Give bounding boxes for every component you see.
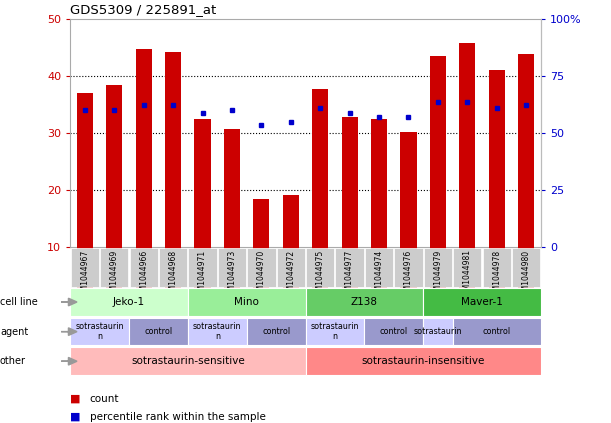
Text: agent: agent [0,327,28,337]
Bar [453,318,541,346]
Text: sotrastaurin-insensitive: sotrastaurin-insensitive [362,356,485,366]
Text: cell line: cell line [0,297,38,307]
FancyBboxPatch shape [394,248,423,287]
Text: GSM1044981: GSM1044981 [463,250,472,300]
Text: GSM1044966: GSM1044966 [139,250,148,301]
Text: sotrastaurin
n: sotrastaurin n [310,322,359,341]
Text: other: other [0,356,26,366]
Text: count: count [90,394,119,404]
FancyBboxPatch shape [130,248,158,287]
Bar [312,89,328,305]
Text: Jeko-1: Jeko-1 [113,297,145,307]
Bar [342,117,357,305]
Bar [400,132,417,305]
FancyBboxPatch shape [100,248,128,287]
FancyBboxPatch shape [453,248,481,287]
Bar [489,71,505,305]
Text: GSM1044979: GSM1044979 [433,250,442,301]
FancyBboxPatch shape [247,248,276,287]
FancyBboxPatch shape [71,248,99,287]
Text: sotrastaurin: sotrastaurin [414,327,462,336]
Bar [129,318,188,346]
Bar [371,119,387,305]
Text: GSM1044973: GSM1044973 [227,250,236,301]
Bar [518,55,534,305]
Text: GSM1044967: GSM1044967 [81,250,89,301]
Bar [423,288,541,316]
Text: Z138: Z138 [351,297,378,307]
Text: GSM1044976: GSM1044976 [404,250,413,301]
Bar [423,318,453,346]
Bar [106,85,122,305]
Bar [306,288,423,316]
Bar [165,52,181,305]
Text: control: control [483,327,511,336]
Bar [430,56,446,305]
Text: sotrastaurin
n: sotrastaurin n [75,322,124,341]
Text: Maver-1: Maver-1 [461,297,503,307]
FancyBboxPatch shape [159,248,188,287]
Text: GSM1044974: GSM1044974 [375,250,384,301]
Text: GSM1044970: GSM1044970 [257,250,266,301]
Bar [136,49,152,305]
Bar [364,318,423,346]
Bar [224,129,240,305]
Text: control: control [379,327,408,336]
Bar [283,195,299,305]
Text: control: control [262,327,290,336]
Bar [70,318,129,346]
Text: GSM1044978: GSM1044978 [492,250,501,301]
Text: GDS5309 / 225891_at: GDS5309 / 225891_at [70,3,216,16]
Bar [188,288,306,316]
Bar [254,199,269,305]
FancyBboxPatch shape [512,248,540,287]
FancyBboxPatch shape [483,248,511,287]
Text: GSM1044977: GSM1044977 [345,250,354,301]
Text: sotrastaurin
n: sotrastaurin n [193,322,241,341]
Text: GSM1044971: GSM1044971 [198,250,207,301]
Bar [70,347,306,375]
Text: control: control [144,327,172,336]
Text: percentile rank within the sample: percentile rank within the sample [90,412,266,422]
Text: GSM1044972: GSM1044972 [287,250,295,301]
Bar [194,119,211,305]
Bar [459,43,475,305]
Text: GSM1044968: GSM1044968 [169,250,178,301]
FancyBboxPatch shape [365,248,393,287]
Bar [247,318,306,346]
Text: ■: ■ [70,412,84,422]
FancyBboxPatch shape [306,248,334,287]
Text: GSM1044969: GSM1044969 [110,250,119,301]
Bar [306,347,541,375]
FancyBboxPatch shape [188,248,217,287]
Text: ■: ■ [70,394,84,404]
FancyBboxPatch shape [277,248,305,287]
Text: sotrastaurin-sensitive: sotrastaurin-sensitive [131,356,245,366]
Bar [70,288,188,316]
Text: GSM1044975: GSM1044975 [316,250,324,301]
FancyBboxPatch shape [335,248,364,287]
Text: Mino: Mino [234,297,259,307]
Bar [306,318,364,346]
Bar [188,318,247,346]
FancyBboxPatch shape [423,248,452,287]
FancyBboxPatch shape [218,248,246,287]
Text: GSM1044980: GSM1044980 [522,250,530,301]
Bar [77,93,93,305]
